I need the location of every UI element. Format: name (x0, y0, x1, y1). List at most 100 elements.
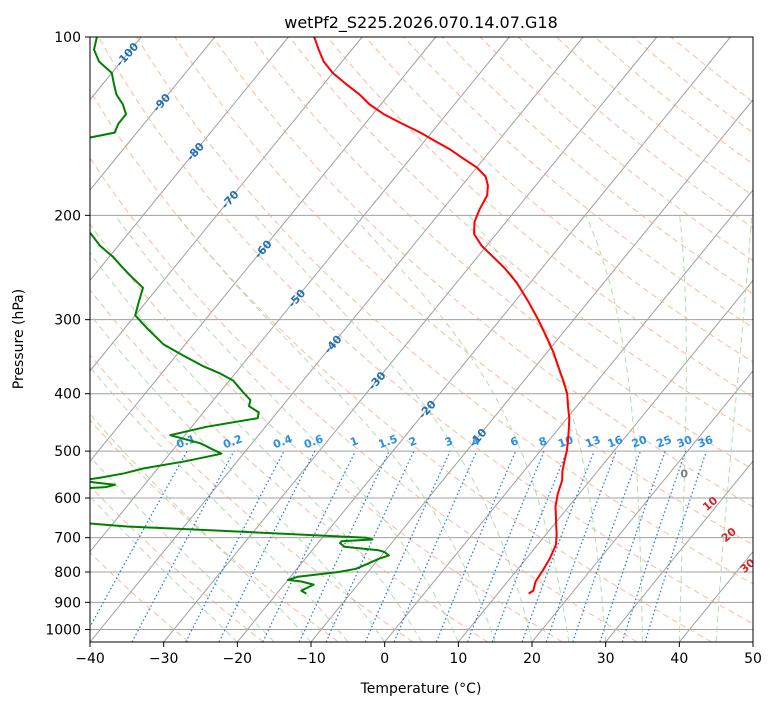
mixing-ratio-label: 3 (443, 434, 455, 449)
plot-frame (89, 36, 754, 643)
isotherm-line (90, 37, 510, 553)
y-tick-label: 1000 (45, 622, 81, 638)
isotherm-line (310, 98, 753, 642)
isotherm-line (531, 370, 753, 642)
dry-adiabat-line (90, 419, 339, 642)
sounding-series (90, 37, 571, 595)
moist-adiabat-line (90, 251, 422, 642)
mixing-ratio-line (621, 450, 687, 642)
isotherm-line (457, 279, 753, 642)
moist-adiabat-line (468, 214, 607, 642)
dry-adiabat-line (90, 354, 414, 642)
y-axis-label: Pressure (hPa) (11, 289, 27, 389)
isotherm-line (90, 37, 216, 191)
dewpoint-line (90, 37, 390, 595)
x-tick-label: −30 (149, 651, 179, 667)
mixing-ratio-line (435, 450, 517, 642)
mixing-ratio-label: 16 (606, 433, 625, 451)
mixing-ratio-line (491, 450, 568, 642)
y-tick-label: 700 (54, 531, 81, 547)
mixing-ratio-line (466, 450, 545, 642)
moist-adiabat-label: 0 (680, 467, 688, 480)
isotherm-line (90, 37, 437, 463)
x-axis: −40 −30 −20 −10 0 10 20 30 40 50 (75, 642, 762, 667)
dry-adiabat-line (90, 551, 190, 642)
mixing-ratio-label: 0.2 (221, 432, 244, 451)
isotherm-line (384, 189, 753, 642)
mixing-ratio-line (131, 450, 235, 642)
mixing-ratio-label: 13 (584, 433, 603, 450)
isotherm-line (163, 37, 658, 642)
moist-adiabat-line (90, 495, 238, 642)
mixing-ratio-label: 2 (407, 434, 419, 449)
y-tick-label: 800 (54, 565, 81, 581)
x-tick-label: 20 (523, 651, 541, 667)
moist-adiabat-line (177, 214, 496, 642)
dry-adiabat-line (90, 157, 638, 642)
y-tick-label: 400 (54, 387, 81, 403)
dry-adiabat-line (90, 223, 563, 642)
y-tick-label: 900 (54, 595, 81, 611)
moist-adiabat-line (114, 215, 459, 642)
x-tick-label: 0 (380, 651, 389, 667)
mixing-ratio-label: 30 (675, 433, 694, 451)
mixing-ratio-line (90, 450, 188, 629)
mixing-ratio-label: 4 (470, 434, 482, 449)
isotherm-line (90, 37, 289, 282)
isotherm-line (236, 37, 731, 642)
x-axis-label: Temperature (°C) (360, 681, 482, 697)
x-tick-label: 30 (597, 651, 615, 667)
y-tick-label: 100 (54, 30, 81, 46)
chart-title: wetPf2_S225.2026.070.14.07.G18 (284, 13, 558, 33)
dry-adiabat-line (250, 37, 753, 471)
mixing-ratio-line (599, 450, 666, 642)
mixing-ratio-label: 25 (655, 433, 674, 450)
y-tick-label: 600 (54, 491, 81, 507)
moist-adiabat-line (254, 214, 533, 642)
mixing-ratio-label: 8 (537, 434, 549, 449)
dry-adiabat-line (289, 37, 753, 434)
dry-adiabat-line (98, 37, 753, 625)
mixing-ratio-line (644, 450, 708, 642)
isotherm-line (605, 460, 753, 642)
x-tick-label: −40 (75, 651, 105, 667)
moist-adiabat-line (715, 215, 753, 642)
background-lines (90, 37, 753, 642)
mixing-ratio-line (521, 450, 595, 642)
mixing-ratio-line (364, 450, 451, 642)
moist-adiabat-line (585, 215, 643, 642)
x-tick-label: 40 (670, 651, 688, 667)
isotherm-line (90, 37, 363, 372)
dry-adiabat-line (441, 37, 753, 295)
y-tick-label: 300 (54, 313, 81, 329)
moist-adiabat-line (678, 215, 687, 642)
mixing-ratio-label: 20 (630, 433, 649, 451)
mixing-ratio-label: 0.4 (271, 432, 294, 451)
mixing-ratio-label: 36 (696, 433, 715, 451)
y-axis: 100 200 300 400 500 600 700 800 900 1000 (45, 30, 90, 638)
temperature-line (313, 37, 571, 595)
dry-adiabat-line (136, 37, 753, 585)
x-tick-label: 50 (744, 651, 762, 667)
mixing-ratio-label: 1 (348, 434, 360, 449)
mixing-ratio-label: 1.5 (377, 432, 400, 451)
y-tick-label: 200 (54, 208, 81, 224)
x-tick-label: 10 (449, 651, 467, 667)
mixing-ratio-line (572, 450, 642, 642)
moist-adiabat-line (90, 313, 386, 642)
dry-adiabat-line (90, 89, 712, 642)
mixing-ratio-line (218, 450, 316, 642)
mixing-ratio-label: 10 (556, 433, 575, 451)
mixing-ratio-line (545, 450, 617, 642)
dry-adiabat-line (174, 37, 753, 546)
x-tick-label: −10 (296, 651, 326, 667)
x-tick-label: −20 (223, 651, 253, 667)
plot-area: -100-90-80-70-60-50-40-30-20-100.1 0.2 0.4… (89, 36, 754, 643)
moist-adiabat-line (90, 366, 349, 642)
mixing-ratio-label: 0.6 (302, 432, 325, 451)
moist-adiabat-line (90, 413, 312, 642)
y-tick-label: 500 (54, 444, 81, 460)
mixing-ratio-label: 6 (509, 434, 521, 449)
